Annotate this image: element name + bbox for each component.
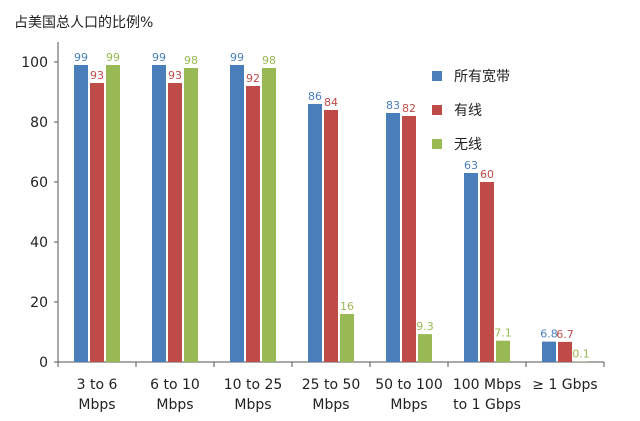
legend-swatch [432,139,442,149]
x-tick-label: Mbps [390,397,427,413]
legend-label: 有线 [454,103,482,119]
bar [324,110,338,362]
legend-label: 无线 [454,137,482,153]
data-label: 84 [324,96,338,109]
data-label: 63 [464,159,478,172]
data-label: 93 [90,69,104,82]
data-label: 0.1 [572,348,590,361]
bar [464,173,478,362]
x-tick-label: Mbps [234,397,271,413]
y-tick-label: 100 [21,55,48,71]
x-tick-label: Mbps [156,397,193,413]
y-tick-label: 20 [30,295,48,311]
data-label: 82 [402,102,416,115]
bar [542,341,556,362]
x-tick-label: Mbps [312,397,349,413]
x-tick-label: Mbps [78,397,115,413]
bar [340,314,354,362]
data-label: 83 [386,99,400,112]
bar [184,68,198,362]
data-label: 99 [152,51,166,64]
data-label: 7.1 [494,327,512,340]
x-tick-label: 6 to 10 [150,377,200,393]
y-tick-label: 0 [39,355,48,371]
data-label: 86 [308,90,322,103]
bar [262,68,276,362]
bar [386,113,400,362]
legend-swatch [432,105,442,115]
data-label: 16 [340,300,354,313]
legend-swatch [432,71,442,81]
x-tick-label: 50 to 100 [375,377,443,393]
x-tick-label: 25 to 50 [302,377,361,393]
data-label: 9.3 [416,320,434,333]
y-tick-label: 40 [30,235,48,251]
x-tick-label: 10 to 25 [224,377,283,393]
y-axis-title: 占美国总人口的比例% [14,15,153,31]
x-tick-label: to 1 Gbps [453,397,521,413]
data-label: 99 [230,51,244,64]
bar [480,182,494,362]
bar [106,65,120,362]
data-label: 92 [246,72,260,85]
bar [308,104,322,362]
legend-label: 所有宽带 [454,68,510,85]
data-label: 6.7 [556,328,574,341]
bar [496,340,510,362]
data-label: 99 [74,51,88,64]
bar [246,86,260,362]
data-label: 60 [480,168,494,181]
x-tick-label: 3 to 6 [77,377,118,393]
y-tick-label: 60 [30,175,48,191]
data-label: 6.8 [540,328,558,341]
bar [418,334,432,362]
bar [402,116,416,362]
data-label: 99 [106,51,120,64]
data-label: 98 [262,54,276,67]
bar [230,65,244,362]
data-label: 93 [168,69,182,82]
y-tick-label: 80 [30,115,48,131]
data-label: 98 [184,54,198,67]
x-tick-label: ≥ 1 Gbps [532,377,597,393]
bar [558,341,572,362]
bar [74,65,88,362]
x-tick-label: 100 Mbps [453,377,521,393]
bar [168,83,182,362]
bar [90,83,104,362]
bar [152,65,166,362]
